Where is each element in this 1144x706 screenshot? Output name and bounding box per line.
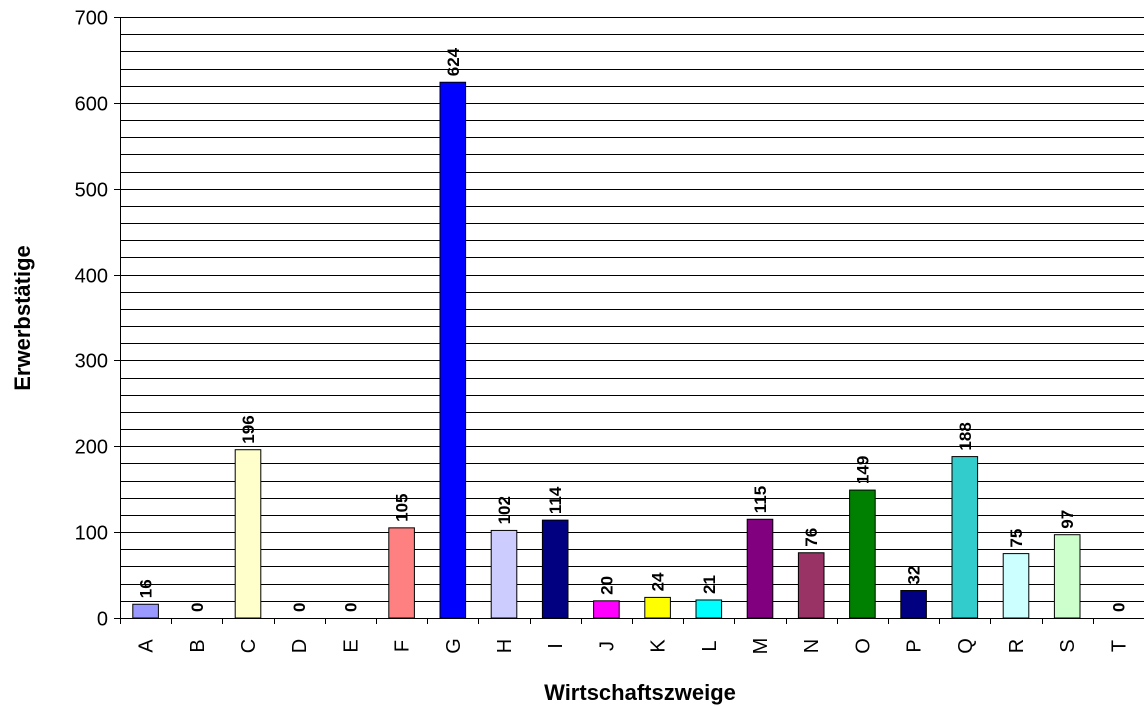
x-tick-label: F [392, 640, 414, 652]
x-tick-label: P [904, 639, 926, 652]
x-tick-label: M [750, 638, 772, 655]
value-label: 0 [1109, 603, 1128, 612]
bar [439, 81, 467, 619]
value-label: 105 [393, 493, 412, 521]
value-label: 76 [802, 528, 821, 547]
y-tick-label: 400 [75, 266, 108, 288]
x-tick-label: E [340, 639, 362, 652]
y-axis-title: Erwerbstätige [10, 245, 35, 391]
x-tick-label: I [545, 643, 567, 649]
x-tick-label: Q [955, 638, 977, 654]
bar [644, 596, 671, 619]
value-label: 102 [495, 496, 514, 524]
x-tick-label: R [1006, 639, 1028, 653]
value-label: 97 [1058, 510, 1077, 529]
value-label: 21 [700, 575, 719, 594]
value-label: 624 [444, 47, 463, 76]
y-tick-label: 300 [75, 351, 108, 373]
y-tick-label: 100 [75, 523, 108, 545]
bar [900, 590, 927, 619]
x-tick-label: T [1108, 640, 1130, 652]
y-tick-label: 500 [75, 180, 108, 202]
value-label: 0 [290, 603, 309, 612]
x-tick-label: A [136, 639, 158, 653]
x-tick-label: J [596, 641, 618, 651]
bar [695, 599, 723, 619]
bar [797, 552, 825, 619]
x-tick-label: H [494, 639, 516, 653]
value-label: 0 [188, 603, 207, 612]
value-label: 188 [956, 422, 975, 450]
x-axis-title: Wirtschaftszweige [544, 680, 736, 705]
x-tick-label: K [648, 639, 670, 653]
value-label: 24 [649, 572, 668, 591]
y-tick-label: 200 [75, 437, 108, 459]
x-tick-label: L [699, 640, 721, 651]
y-tick-label: 0 [97, 609, 108, 631]
bar [1053, 534, 1081, 619]
x-tick-label: B [187, 639, 209, 652]
value-label: 16 [137, 579, 156, 598]
value-label: 149 [853, 456, 872, 484]
x-tick-label: N [801, 639, 823, 653]
bar [951, 456, 979, 619]
x-tick-label: S [1057, 639, 1079, 652]
x-tick-label: D [289, 639, 311, 653]
value-label: 75 [1007, 529, 1026, 548]
y-tick-label: 700 [75, 8, 108, 30]
x-tick-label: O [852, 638, 874, 654]
value-label: 32 [905, 566, 924, 585]
value-label: 196 [239, 415, 258, 443]
bar [746, 518, 774, 619]
y-tick-label: 600 [75, 94, 108, 116]
bar [849, 489, 876, 619]
value-label: 115 [751, 486, 770, 513]
bar [234, 449, 262, 619]
value-label: 114 [546, 486, 565, 514]
bar [593, 600, 620, 619]
bar [132, 603, 159, 619]
x-tick-label: C [238, 639, 260, 653]
x-tick-label: G [443, 638, 465, 654]
bar [388, 527, 415, 619]
bar [490, 529, 518, 619]
value-label: 0 [341, 603, 360, 612]
value-label: 20 [597, 576, 616, 595]
bar [541, 519, 569, 619]
bar [1002, 553, 1030, 619]
